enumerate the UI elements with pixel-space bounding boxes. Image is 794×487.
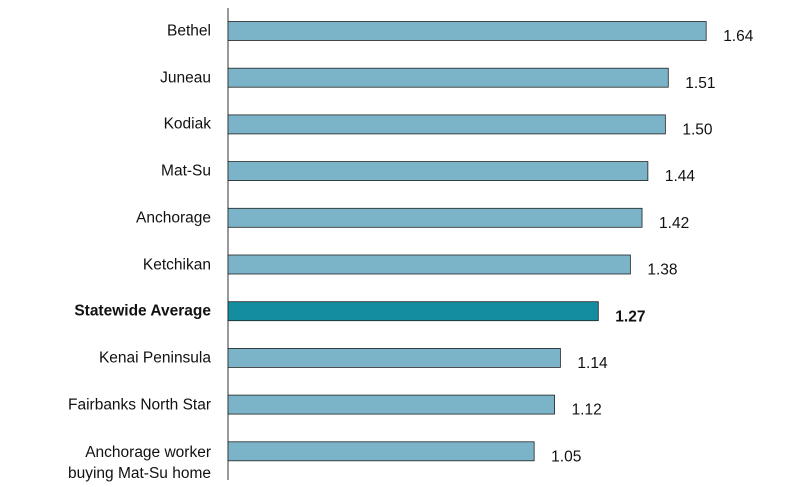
bar (227, 161, 649, 182)
category-label: Mat-Su (161, 162, 211, 180)
category-label: Bethel (167, 22, 211, 40)
bar (227, 394, 555, 415)
bar (227, 301, 599, 322)
category-label: Juneau (160, 69, 211, 87)
category-label: Ketchikan (142, 256, 211, 273)
bar (227, 114, 666, 135)
value-label: 1.50 (682, 121, 713, 138)
bar (227, 67, 669, 88)
value-label: 1.12 (572, 402, 602, 419)
category-label: Fairbanks North Star (68, 396, 211, 414)
bar (227, 347, 561, 368)
category-label: Anchorage worker buying Mat-Su home (67, 444, 211, 483)
category-label: Statewide Average (74, 302, 211, 320)
category-label: Kodiak (163, 115, 211, 133)
category-label: Anchorage (136, 209, 211, 227)
value-label: 1.38 (647, 262, 677, 279)
value-label: 1.44 (665, 168, 696, 185)
value-label: 1.42 (659, 215, 689, 232)
bar (227, 21, 707, 41)
bar (227, 254, 631, 275)
value-label: 1.05 (551, 448, 581, 465)
value-label: 1.27 (615, 308, 645, 325)
value-label: 1.64 (723, 28, 754, 45)
category-label: Kenai Peninsula (98, 349, 211, 367)
bar (227, 441, 535, 462)
value-label: 1.14 (577, 355, 608, 372)
bar (227, 207, 643, 228)
value-label: 1.51 (685, 75, 715, 92)
